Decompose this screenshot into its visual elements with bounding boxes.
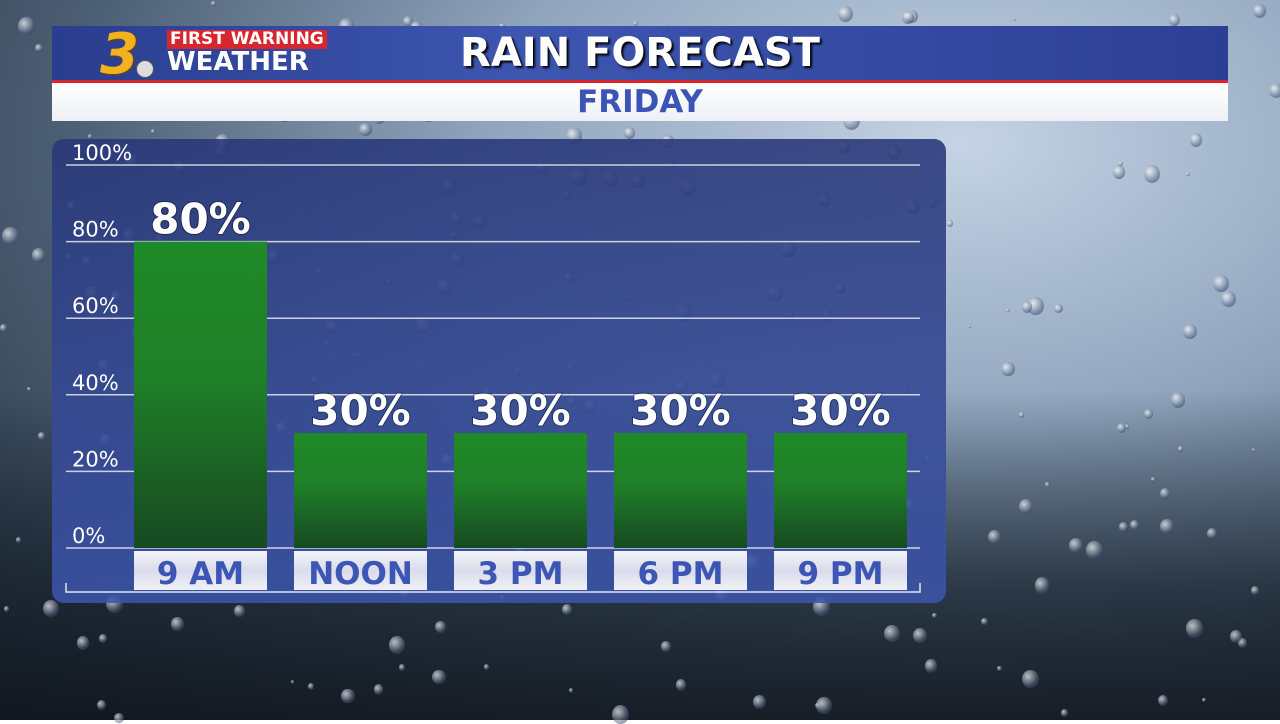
data-label: 30% <box>630 386 731 435</box>
y-tick-label: 80% <box>72 218 119 242</box>
bar-0 <box>134 242 267 548</box>
data-label: 30% <box>790 386 891 435</box>
x-tick-label: 9 PM <box>798 556 884 592</box>
x-tick-label: 6 PM <box>638 556 724 592</box>
y-tick-label: 40% <box>72 371 119 395</box>
bar-3 <box>614 433 747 548</box>
bar-1 <box>294 433 427 548</box>
data-label: 30% <box>310 386 411 435</box>
y-tick-label: 100% <box>72 141 132 165</box>
x-tick-label: 3 PM <box>478 556 564 592</box>
x-tick-label: 9 AM <box>157 556 244 592</box>
y-tick-label: 0% <box>72 524 105 548</box>
data-label: 30% <box>470 386 571 435</box>
y-tick-label: 20% <box>72 447 119 471</box>
data-label: 80% <box>150 195 251 244</box>
bar-4 <box>774 433 907 548</box>
y-tick-label: 60% <box>72 294 119 318</box>
x-tick-label: NOON <box>308 556 413 592</box>
bar-2 <box>454 433 587 548</box>
